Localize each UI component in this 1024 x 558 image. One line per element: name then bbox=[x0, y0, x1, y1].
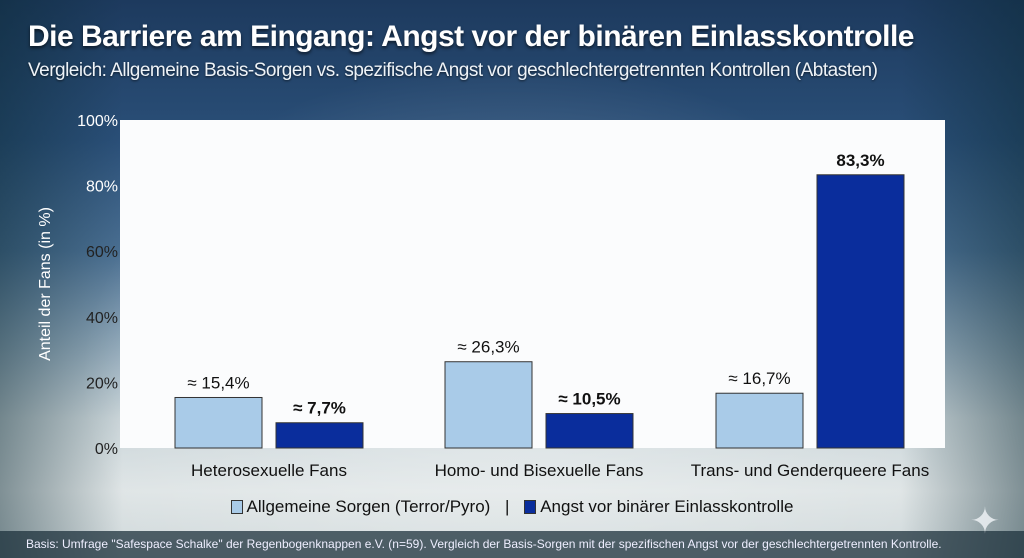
category-label: Trans- und Genderqueere Fans bbox=[691, 461, 929, 480]
bar-general bbox=[444, 361, 533, 449]
legend-swatch-general bbox=[230, 500, 243, 514]
category-label: Heterosexuelle Fans bbox=[191, 461, 347, 480]
bar-binary bbox=[275, 422, 364, 449]
y-tick-label: 20% bbox=[86, 375, 118, 392]
data-label: ≈ 16,7% bbox=[728, 369, 790, 388]
data-label: ≈ 7,7% bbox=[293, 399, 346, 418]
bar-binary bbox=[545, 413, 634, 449]
bar-binary bbox=[816, 174, 905, 449]
legend: Allgemeine Sorgen (Terror/Pyro) | Angst … bbox=[0, 497, 1024, 517]
legend-label-binary: Angst vor binärer Einlasskontrolle bbox=[540, 497, 794, 516]
bar-general bbox=[715, 392, 804, 449]
legend-swatch-binary bbox=[524, 500, 537, 514]
data-label: ≈ 10,5% bbox=[558, 390, 620, 409]
chart-title: Die Barriere am Eingang: Angst vor der b… bbox=[28, 20, 914, 53]
bar-general bbox=[174, 396, 263, 449]
data-label: ≈ 26,3% bbox=[457, 338, 519, 357]
legend-label-general: Allgemeine Sorgen (Terror/Pyro) bbox=[246, 497, 491, 516]
y-axis-label: Anteil der Fans (in %) bbox=[37, 207, 54, 361]
legend-separator: | bbox=[505, 497, 510, 516]
chart-subtitle: Vergleich: Allgemeine Basis-Sorgen vs. s… bbox=[28, 60, 878, 81]
data-label: 83,3% bbox=[836, 151, 884, 170]
y-tick-label: 80% bbox=[86, 179, 118, 196]
footer-note: Basis: Umfrage "Safespace Schalke" der R… bbox=[0, 531, 1024, 558]
category-label: Homo- und Bisexuelle Fans bbox=[435, 461, 644, 480]
y-tick-label: 0% bbox=[95, 441, 118, 458]
y-tick-label: 100% bbox=[77, 113, 118, 130]
data-label: ≈ 15,4% bbox=[187, 373, 249, 392]
y-tick-label: 40% bbox=[86, 310, 118, 327]
y-tick-label: 60% bbox=[86, 244, 118, 261]
sparkle-icon: ✦ bbox=[969, 500, 1000, 541]
